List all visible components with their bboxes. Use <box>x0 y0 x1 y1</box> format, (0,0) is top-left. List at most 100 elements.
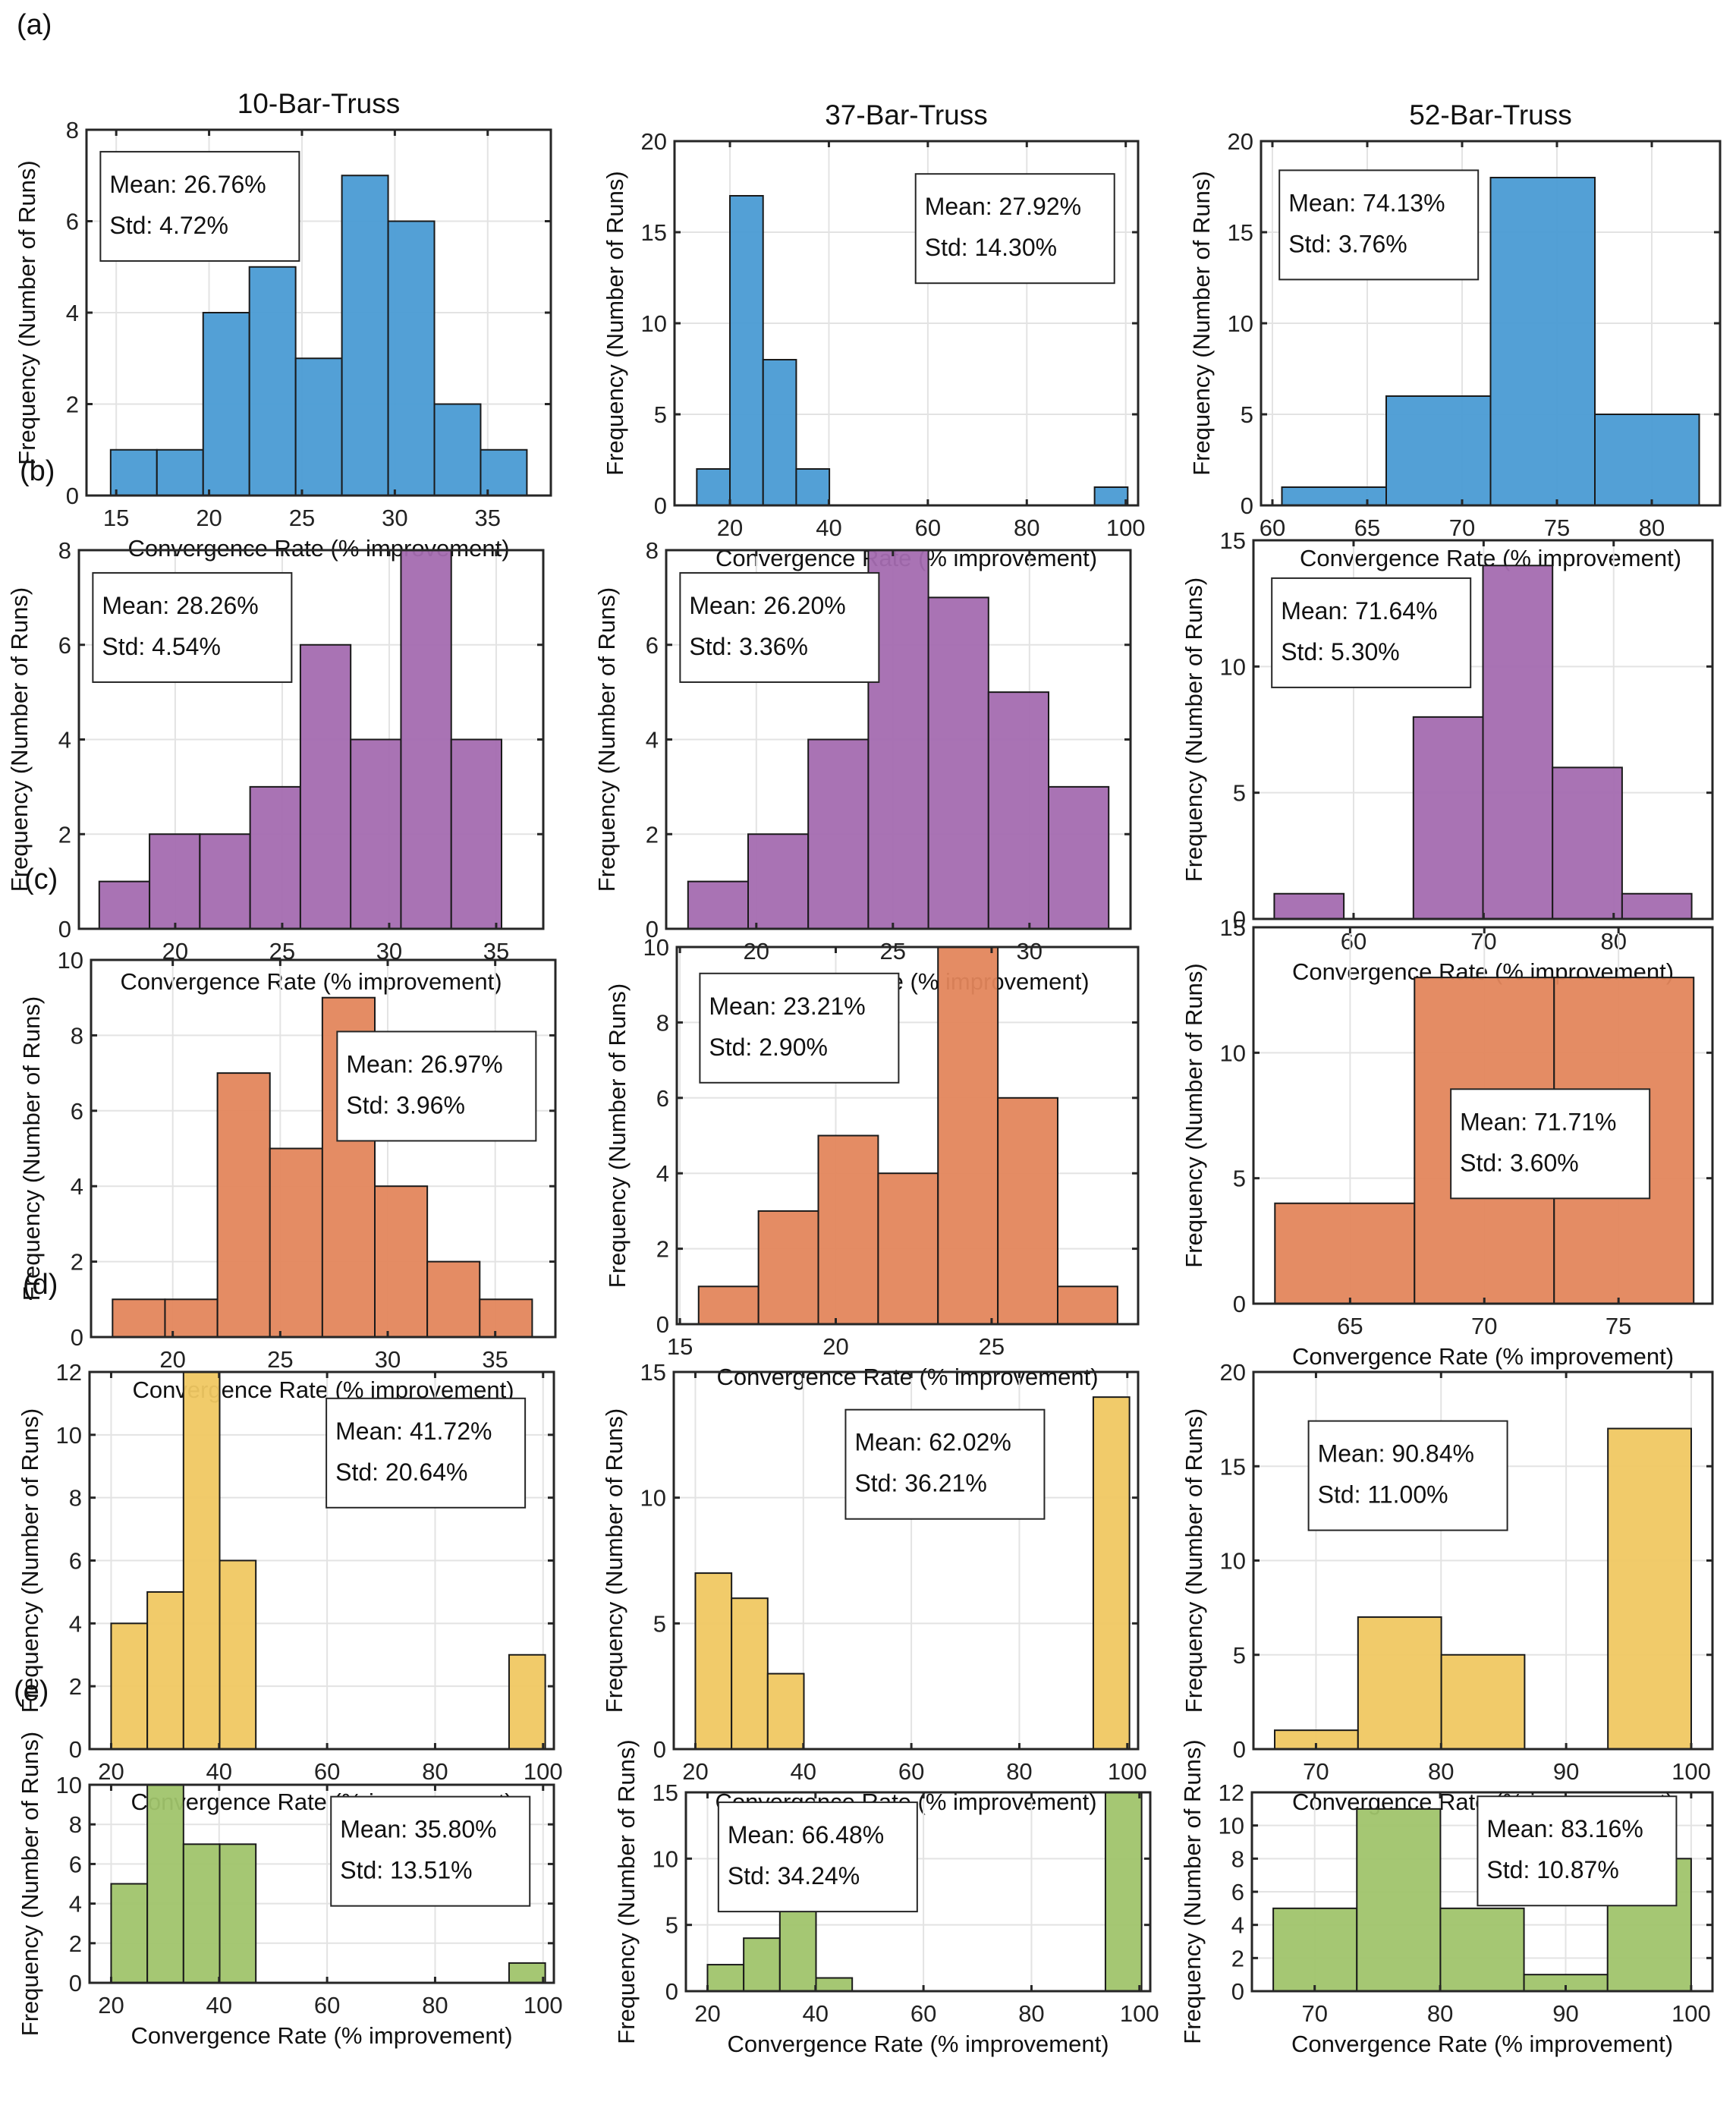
x-tick-label: 20 <box>682 1758 708 1785</box>
histogram-bar <box>1093 486 1129 506</box>
histogram-bar <box>937 946 999 1325</box>
histogram-bar <box>743 1937 781 1992</box>
x-tick-label: 60 <box>910 2000 936 2027</box>
chart-a1: 15 20 25 30 35 0 2 4 6 8 Convergence Rate (% impro… <box>14 88 552 562</box>
histogram-bar <box>387 220 436 496</box>
histogram-bar <box>1057 1285 1118 1326</box>
std-label: Std: 3.96% <box>346 1091 465 1119</box>
x-tick-label: 20 <box>694 2000 720 2027</box>
histogram-bar <box>350 738 402 930</box>
stats-annotation: Mean: 74.13% Std: 3.76% <box>1278 169 1480 281</box>
y-tick-label: 2 <box>66 392 79 418</box>
x-axis-label: Convergence Rate (% improvement) <box>120 968 502 995</box>
mean-label: Mean: 26.76% <box>109 171 266 198</box>
x-axis-label: Convergence Rate (% improvement) <box>727 2031 1109 2057</box>
y-tick-label: 15 <box>1220 527 1246 554</box>
x-tick-label: 60 <box>314 1758 340 1785</box>
chart-d2: 20 40 60 80 100 0 5 10 15 Convergence Rate (% imp… <box>601 1359 1147 1815</box>
stats-box <box>99 150 300 262</box>
x-tick-label: 100 <box>1106 514 1146 541</box>
histogram-bar <box>1607 1427 1692 1751</box>
histogram-bar <box>149 833 201 930</box>
y-tick-label: 10 <box>640 1485 666 1512</box>
histogram-bar <box>164 1298 219 1339</box>
histogram-bar <box>729 195 764 506</box>
stats-annotation: Mean: 23.21% Std: 2.90% <box>699 972 900 1084</box>
histogram-bar <box>1439 1907 1525 1992</box>
histogram-bar <box>747 833 810 930</box>
panel-label-a: (a) <box>17 9 52 41</box>
y-tick-label: 10 <box>1220 1548 1246 1575</box>
stats-annotation: Mean: 71.64% Std: 5.30% <box>1271 577 1472 688</box>
y-axis-label: Frequency (Number of Runs) <box>1181 1408 1207 1713</box>
y-tick-label: 6 <box>646 632 659 659</box>
y-tick-label: 8 <box>66 117 79 143</box>
y-tick-label: 5 <box>1241 401 1253 428</box>
y-tick-label: 10 <box>1220 653 1246 680</box>
chart-c1: 20 25 30 35 0 2 4 6 8 10 Convergence Rate (% impro… <box>18 947 557 1403</box>
y-tick-label: 10 <box>643 934 669 961</box>
y-tick-label: 0 <box>1233 906 1246 933</box>
stats-box <box>336 1030 537 1142</box>
y-axis-label: Frequency (Number of Runs) <box>602 171 628 475</box>
histogram-bar <box>146 1591 184 1751</box>
mean-label: Mean: 71.64% <box>1281 597 1437 625</box>
stats-annotation: Mean: 26.97% Std: 3.96% <box>336 1030 537 1142</box>
x-tick-label: 80 <box>1006 1758 1032 1785</box>
std-label: Std: 34.24% <box>728 1862 860 1889</box>
histogram-bar <box>480 448 528 496</box>
x-tick-label: 60 <box>915 514 941 541</box>
histogram-bar <box>696 468 731 506</box>
chart-c2: 15 20 25 0 2 4 6 8 10 Convergence Rate (% improve… <box>604 934 1140 1390</box>
mean-label: Mean: 66.48% <box>728 1821 884 1849</box>
y-tick-label: 0 <box>665 1978 678 2005</box>
std-label: Std: 2.90% <box>709 1034 828 1061</box>
y-tick-label: 0 <box>69 1736 82 1763</box>
panel-label-e: (e) <box>14 1675 49 1707</box>
x-tick-label: 20 <box>159 1346 185 1373</box>
y-tick-label: 10 <box>1228 310 1253 337</box>
histogram-bar <box>731 1597 769 1750</box>
stats-box <box>330 1795 531 1907</box>
x-tick-label: 80 <box>1018 2000 1044 2027</box>
std-label: Std: 5.30% <box>1281 638 1400 665</box>
x-tick-label: 25 <box>289 505 315 531</box>
y-axis-label: Frequency (Number of Runs) <box>601 1408 627 1713</box>
stats-box <box>92 571 293 683</box>
y-tick-label: 2 <box>69 1930 82 1957</box>
histogram-bar <box>508 1962 546 1984</box>
x-tick-label: 100 <box>1672 2000 1711 2027</box>
y-tick-label: 10 <box>641 310 667 337</box>
y-tick-label: 2 <box>656 1236 669 1263</box>
y-tick-label: 15 <box>653 1779 678 1806</box>
mean-label: Mean: 71.71% <box>1460 1108 1616 1135</box>
x-tick-label: 75 <box>1544 514 1570 541</box>
histogram-bar <box>1356 1808 1442 1992</box>
x-tick-label: 100 <box>1108 1758 1147 1785</box>
x-tick-label: 40 <box>816 514 841 541</box>
axes-box <box>684 1791 1152 1993</box>
histogram-bar <box>202 312 250 496</box>
x-tick-label: 35 <box>482 1346 508 1373</box>
x-tick-label: 25 <box>880 938 906 964</box>
y-tick-label: 20 <box>641 128 667 155</box>
mean-label: Mean: 83.16% <box>1486 1815 1643 1842</box>
histogram-bar <box>156 448 204 496</box>
histogram-bar <box>807 738 870 930</box>
y-tick-label: 2 <box>1231 1945 1244 1971</box>
x-tick-label: 100 <box>524 1758 563 1785</box>
x-tick-label: 65 <box>1354 514 1380 541</box>
x-axis-label: Convergence Rate (% improvement) <box>131 2022 512 2049</box>
x-tick-label: 75 <box>1605 1313 1631 1339</box>
chart-e2: 20 40 60 80 100 0 5 10 15 Convergence Rate (% imp… <box>613 1739 1159 2057</box>
y-tick-label: 0 <box>654 492 667 519</box>
y-tick-label: 0 <box>656 1311 669 1338</box>
y-tick-label: 10 <box>653 1845 678 1872</box>
histogram-bar <box>1274 1202 1416 1304</box>
x-tick-label: 80 <box>1601 928 1627 955</box>
chart-e1: 20 40 60 80 100 0 2 4 6 8 10 Convergence Rate (% im… <box>17 1732 563 2049</box>
stats-annotation: Mean: 90.84% Std: 11.00% <box>1307 1420 1508 1531</box>
axes-box <box>672 1370 1140 1751</box>
histogram-bar <box>1594 414 1700 506</box>
y-axis-label: Frequency (Number of Runs) <box>613 1739 640 2044</box>
